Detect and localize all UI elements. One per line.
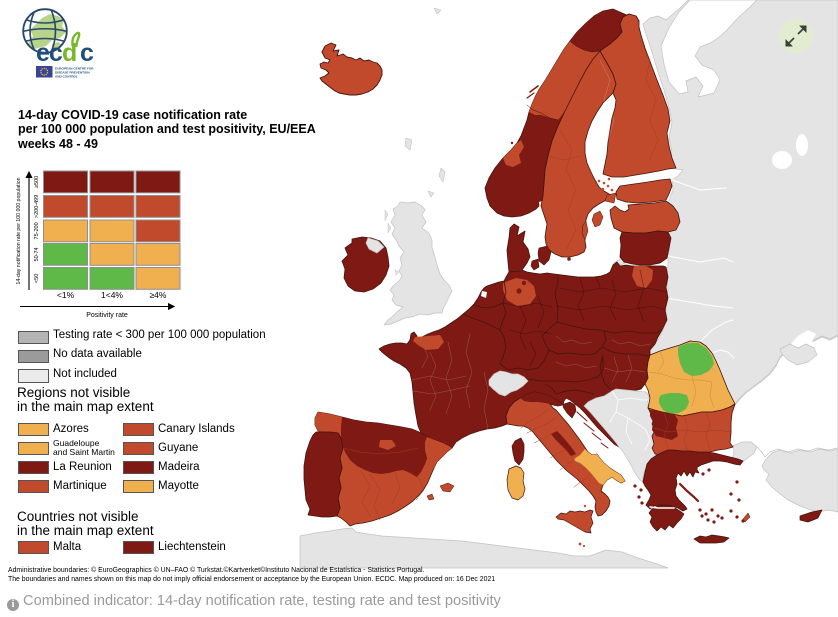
svg-text:<1%: <1% bbox=[57, 290, 75, 300]
svg-text:DISEASE PREVENTION: DISEASE PREVENTION bbox=[55, 71, 90, 75]
svg-text:<50: <50 bbox=[34, 274, 40, 283]
svg-text:c: c bbox=[80, 39, 94, 67]
svg-text:>200-499: >200-499 bbox=[34, 195, 40, 218]
svg-text:Positivity rate: Positivity rate bbox=[86, 312, 128, 319]
svg-text:AND CONTROL: AND CONTROL bbox=[55, 75, 78, 79]
svg-text:d: d bbox=[62, 39, 76, 67]
svg-text:75-200: 75-200 bbox=[34, 222, 40, 239]
svg-text:1<4%: 1<4% bbox=[101, 290, 123, 300]
svg-text:≥500: ≥500 bbox=[34, 176, 40, 188]
svg-text:14-day notification rate per 1: 14-day notification rate per 100 000 pop… bbox=[16, 177, 22, 284]
svg-text:EUROPEAN CENTRE FOR: EUROPEAN CENTRE FOR bbox=[55, 67, 94, 71]
svg-text:50-74: 50-74 bbox=[34, 247, 40, 261]
svg-text:≥4%: ≥4% bbox=[150, 290, 167, 300]
svg-text:ec: ec bbox=[36, 39, 63, 67]
